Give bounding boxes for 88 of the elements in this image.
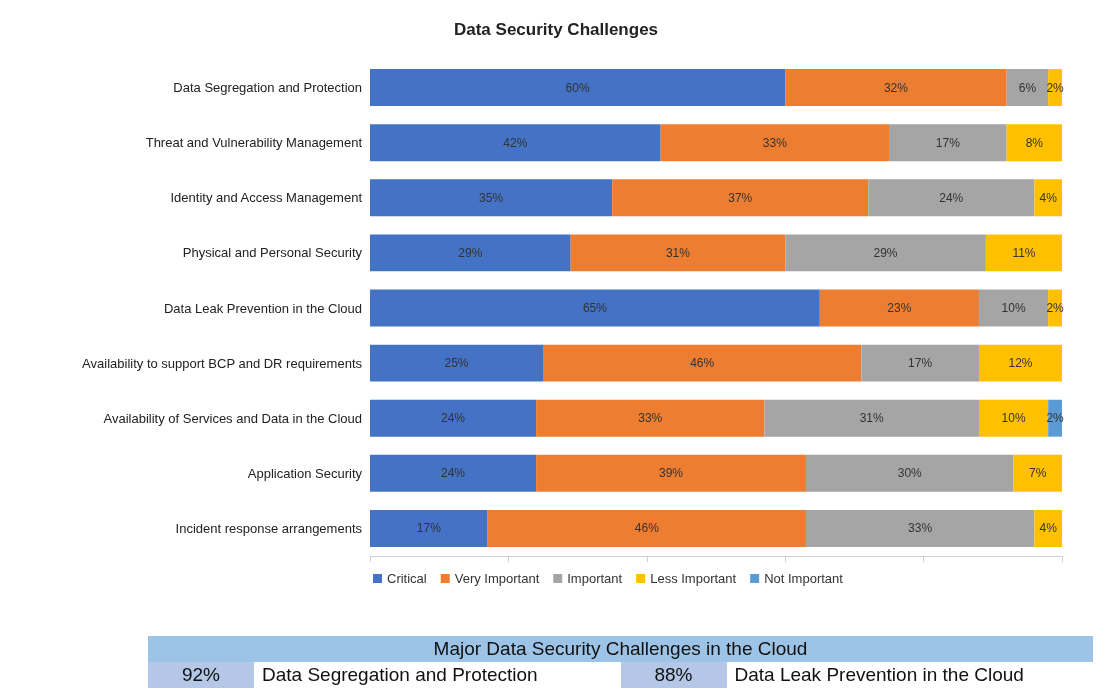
bar [370, 179, 613, 217]
y-tick-label: Threat and Vulnerability Management [145, 135, 363, 151]
data-label: 24% [939, 190, 964, 205]
bar [543, 344, 862, 382]
data-label: 17% [908, 356, 933, 371]
bar [785, 234, 986, 272]
data-label: 25% [444, 356, 469, 371]
bar [487, 509, 806, 547]
data-label: 31% [859, 411, 885, 426]
y-tick-label: Availability to support BCP and DR requirements [82, 355, 363, 371]
data-label: 31% [665, 245, 691, 260]
legend-label: Critical [387, 571, 427, 586]
y-tick-label: Availability of Services and Data in the Cloud [103, 410, 362, 426]
data-label: 33% [638, 411, 663, 426]
bar [370, 69, 786, 107]
data-label: 32% [883, 80, 909, 95]
bar [785, 69, 1007, 107]
bar [978, 289, 1049, 327]
y-tick-label: Data Leak Prevention in the Cloud [163, 300, 362, 316]
category-label: Data Leak Prevention in the Cloud [733, 663, 1025, 687]
data-label: 29% [873, 245, 898, 260]
bar [536, 399, 765, 437]
data-label: 24% [441, 411, 466, 426]
y-tick-label: Incident response arrangements [175, 520, 363, 536]
bar [1013, 454, 1062, 492]
data-label: 46% [690, 356, 715, 371]
bar [1034, 179, 1062, 217]
data-label: 35% [479, 190, 504, 205]
data-label: 4% [1039, 521, 1058, 536]
data-label: 8% [1025, 135, 1044, 150]
bar [660, 124, 889, 162]
data-label: 37% [728, 190, 753, 205]
bar [536, 454, 806, 492]
legend-label: Very Important [454, 571, 540, 586]
data-label: 33% [908, 521, 933, 536]
bar [370, 509, 488, 547]
bar [805, 454, 1014, 492]
bar [370, 454, 537, 492]
legend-label: Not Important [764, 571, 844, 586]
bar [370, 289, 820, 327]
data-label: 29% [458, 245, 483, 260]
data-label: 17% [935, 135, 961, 150]
data-label: 39% [659, 466, 684, 481]
data-label: 24% [441, 466, 466, 481]
bar [985, 234, 1062, 272]
data-label: 6% [1018, 80, 1037, 95]
chart-title: Data Security Challenges [453, 20, 659, 39]
data-label: 10% [1001, 411, 1026, 426]
legend-label: Less Important [650, 571, 737, 586]
data-label: 11% [1012, 245, 1036, 260]
y-tick-label: Data Segregation and Protection [173, 80, 362, 96]
data-label: 4% [1039, 190, 1058, 205]
data-label: 30% [897, 466, 923, 481]
data-label: 12% [1008, 356, 1033, 371]
data-label: 23% [887, 301, 912, 315]
bar [1006, 69, 1049, 107]
data-label: 60% [565, 80, 590, 95]
data-label: 65% [582, 301, 608, 315]
data-label: 17% [416, 521, 442, 536]
data-label: 10% [1001, 301, 1026, 315]
bar [764, 399, 979, 437]
text: Major Data Security Challenges in the Cloud [148, 636, 1093, 662]
y-tick-label: Application Security [247, 465, 363, 481]
bar [370, 124, 661, 162]
bar [889, 124, 1007, 162]
bar [978, 399, 1049, 437]
bar [370, 344, 543, 382]
text: 88% [654, 664, 693, 685]
text: 92% [181, 664, 221, 685]
bar [370, 234, 571, 272]
y-tick-label: Identity and Access Management [170, 190, 363, 206]
data-label: 33% [762, 135, 788, 150]
bar [819, 289, 979, 327]
bar [612, 179, 869, 217]
bar [868, 179, 1035, 217]
bar [1006, 124, 1062, 162]
data-label: 46% [634, 521, 660, 536]
bar [1034, 509, 1062, 547]
bar [861, 344, 979, 382]
y-tick-label: Physical and Personal Security [182, 245, 363, 261]
legend-label: Important [567, 571, 623, 586]
data-label: 7% [1029, 466, 1047, 481]
category-label: Data Segregation and Protection [261, 663, 539, 687]
bar [805, 509, 1035, 547]
bar [370, 399, 537, 437]
data-label: 42% [503, 135, 528, 150]
bar [978, 344, 1062, 382]
bar [570, 234, 786, 272]
